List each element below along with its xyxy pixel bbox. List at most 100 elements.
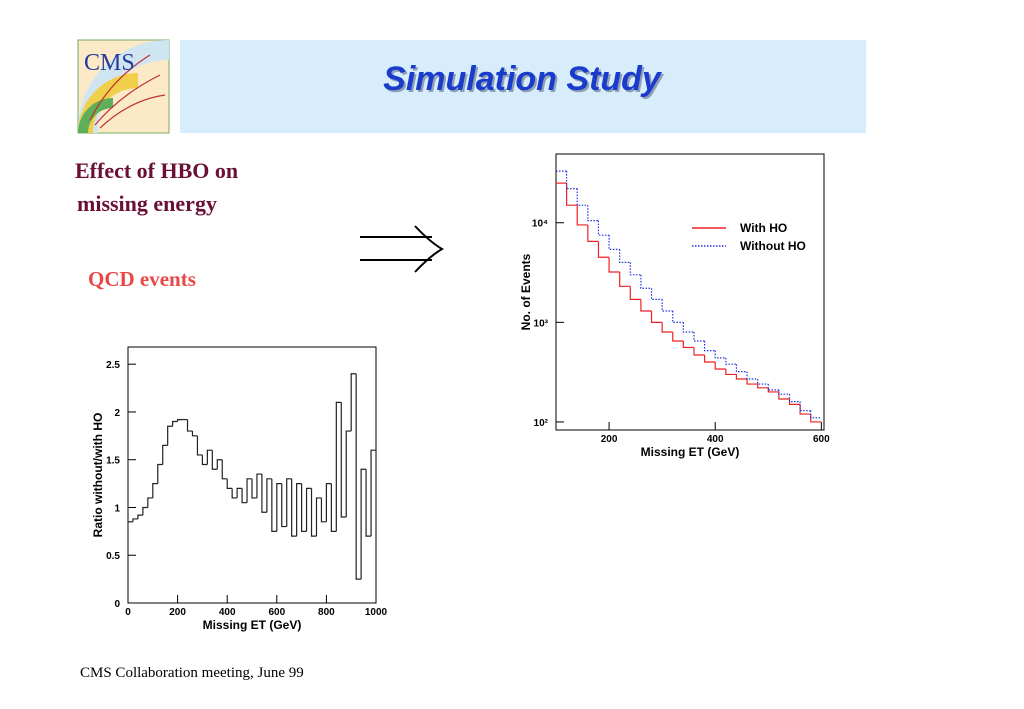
histogram-bin <box>587 205 599 222</box>
footer: CMS Collaboration meeting, June 99 <box>80 665 304 681</box>
histogram-bin <box>246 478 252 503</box>
note: QCD events <box>88 267 196 291</box>
histogram-bin <box>597 220 610 236</box>
histogram-bin <box>703 340 716 352</box>
x-axis-label: Missing ET (GeV) <box>203 618 302 632</box>
histogram-bin <box>767 384 779 391</box>
histogram-bin <box>735 364 748 373</box>
histogram-bin <box>597 241 610 258</box>
histogram-bin <box>211 450 218 470</box>
histogram-bin <box>788 394 801 403</box>
x-tick-label: 600 <box>813 434 830 445</box>
histogram-bin <box>799 401 811 412</box>
histogram-bin <box>725 369 737 376</box>
y-tick-label: 10² <box>534 418 549 429</box>
histogram-bin <box>661 299 673 312</box>
histogram-bin <box>629 286 641 300</box>
histogram-bin <box>256 473 262 498</box>
logo-text: CMS <box>84 50 135 76</box>
histogram-bin <box>291 478 297 537</box>
histogram-bin <box>177 418 183 422</box>
histogram-bin <box>757 384 769 389</box>
histogram-bin <box>231 488 238 499</box>
title: Simulation Study <box>383 60 663 98</box>
histogram-bin <box>305 487 312 532</box>
histogram-bin <box>330 483 337 532</box>
y-axis-label: Ratio without/with HO <box>91 413 105 538</box>
y-axis-label: No. of Events <box>519 253 533 330</box>
x-tick-label: 400 <box>707 434 724 445</box>
arrow <box>360 225 444 273</box>
histogram-bin <box>587 224 599 242</box>
histogram-bin <box>335 401 342 532</box>
legend-label: Without HO <box>740 239 806 253</box>
histogram-bin <box>201 454 208 466</box>
histogram-bin <box>186 419 193 432</box>
histogram-bin <box>672 331 684 342</box>
plot-frame <box>555 153 825 431</box>
y-tick-label: 0.5 <box>106 551 120 562</box>
histogram-bin <box>325 482 332 522</box>
note: missing energy <box>77 191 217 216</box>
histogram-bin <box>778 389 790 395</box>
histogram-bin <box>566 183 578 206</box>
y-tick-label: 0 <box>114 599 120 610</box>
histogram-bin <box>157 463 163 484</box>
histogram-bin <box>142 506 148 516</box>
histogram-bin <box>693 347 705 356</box>
histogram-bin <box>735 374 748 380</box>
histogram-bin <box>132 518 138 522</box>
histogram-bin <box>799 404 811 415</box>
histogram-bin <box>576 188 588 206</box>
histogram-bin <box>167 425 173 446</box>
histogram-bin <box>682 322 694 333</box>
legend-label: With HO <box>740 221 787 235</box>
histogram-bin <box>672 310 684 323</box>
histogram-bin <box>714 350 726 359</box>
histogram-bin <box>576 205 588 226</box>
histogram-bin <box>191 431 198 437</box>
histogram-bin <box>137 514 143 519</box>
histogram-bin <box>810 410 822 419</box>
histogram-bin <box>650 310 663 323</box>
x-tick-label: 400 <box>219 607 236 618</box>
x-axis-label: Missing ET (GeV) <box>641 445 740 459</box>
histogram-bin <box>221 459 228 480</box>
histogram-bin <box>661 322 673 333</box>
x-tick-label: 200 <box>169 607 186 618</box>
histogram-bin <box>746 371 758 380</box>
histogram-bin <box>682 340 694 349</box>
histogram-bin <box>310 488 317 537</box>
histogram-bin <box>370 449 376 537</box>
histogram-bin <box>206 449 213 465</box>
histogram-bin <box>226 478 233 489</box>
histogram-bin <box>778 391 790 400</box>
histogram-bin <box>172 420 178 427</box>
histogram-bin <box>608 257 620 273</box>
x-tick-label: 200 <box>601 434 618 445</box>
histogram-bin <box>640 274 652 289</box>
histogram-bin <box>608 235 620 250</box>
histogram-bin <box>162 444 168 465</box>
x-tick-label: 800 <box>318 607 335 618</box>
title-bar <box>180 40 866 133</box>
y-tick-label: 10³ <box>534 318 549 329</box>
histogram-bin <box>355 373 362 580</box>
logo: CMS <box>77 39 170 134</box>
histogram-bin <box>693 331 705 342</box>
x-tick-label: 1000 <box>365 607 388 618</box>
histogram-bin <box>725 357 737 365</box>
plot-frame <box>127 346 377 604</box>
histogram-bin <box>619 272 631 287</box>
x-tick-label: 600 <box>268 607 285 618</box>
histogram-bin <box>340 402 347 518</box>
histogram-bin <box>251 478 257 499</box>
histogram-bin <box>315 497 322 537</box>
histogram-bin <box>147 497 153 508</box>
title-shadow: Simulation Study <box>385 62 665 100</box>
histogram-bin <box>767 387 779 393</box>
histogram-bin <box>241 488 248 504</box>
histogram-bin <box>301 483 307 532</box>
histogram-bin <box>281 483 287 528</box>
